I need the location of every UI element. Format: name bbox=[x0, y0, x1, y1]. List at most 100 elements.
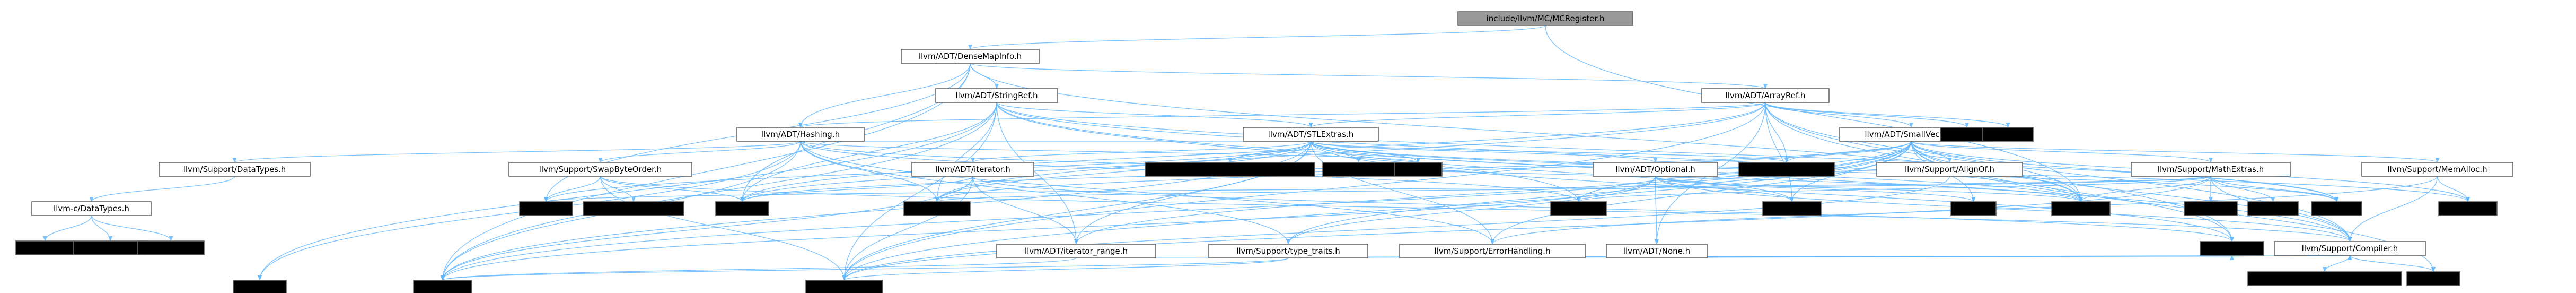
node-optional[interactable]: llvm/ADT/Optional.h bbox=[1593, 162, 1718, 177]
edge-hashing-to-errhandling bbox=[800, 141, 1494, 245]
node-box-optional bbox=[1593, 162, 1718, 177]
edge-optional-to-none bbox=[1654, 176, 1659, 245]
edge-stringref-to-utility bbox=[441, 102, 997, 281]
edge-iterrange-to-utility bbox=[441, 257, 1077, 281]
node-box-densemapinfo bbox=[901, 49, 1040, 64]
node-vector: vector bbox=[1982, 127, 2034, 142]
edge-stringref-to-iterrange bbox=[996, 102, 1078, 245]
node-label-typetraits: llvm/Support/type_traits.h bbox=[1236, 246, 1340, 256]
node-label-smallvector: llvm/ADT/SmallVector.h bbox=[1865, 130, 1957, 139]
node-mcreg[interactable]: include/llvm/MC/MCRegister.h bbox=[1457, 11, 1633, 26]
edge-stringref-to-cstring bbox=[996, 102, 1581, 202]
node-label-llvmconfig: llvm/Config/llvm-config.h bbox=[2275, 274, 2374, 283]
node-densemapinfo[interactable]: llvm/ADT/DenseMapInfo.h bbox=[901, 49, 1040, 64]
node-box-cstddef bbox=[715, 201, 769, 216]
edge-hashing-to-algorithm bbox=[800, 141, 939, 202]
node-supdatatypes[interactable]: llvm/Support/DataTypes.h bbox=[159, 162, 311, 177]
node-swapbyteorder[interactable]: llvm/Support/SwapByteOrder.h bbox=[508, 162, 692, 177]
node-box-cassert bbox=[2051, 201, 2111, 216]
edge-smallvector-to-compiler bbox=[1911, 141, 2352, 242]
edge-stlextras-to-initlist bbox=[1310, 141, 1789, 163]
edge-arrayref-to-smallvector bbox=[1765, 102, 1913, 128]
node-box-llvmconfig bbox=[2247, 271, 2402, 286]
node-label-cstdlib: cstdlib bbox=[2455, 204, 2481, 213]
node-label-optional: llvm/ADT/Optional.h bbox=[1615, 165, 1695, 174]
node-box-errhandling bbox=[1399, 244, 1586, 258]
edge-iterator-to-cstddef bbox=[740, 176, 973, 202]
node-label-memory: memory bbox=[1775, 204, 1809, 213]
node-label-mcreg: include/llvm/MC/MCRegister.h bbox=[1487, 14, 1605, 23]
edge-smallvector-to-iteratorstd bbox=[1911, 141, 2234, 242]
edge-arrayref-to-initlist bbox=[1765, 102, 1789, 163]
edge-smallvector-to-initlist bbox=[1784, 141, 1912, 163]
node-box-initlist bbox=[1738, 162, 1835, 177]
node-initlist: initializer_list bbox=[1738, 162, 1835, 177]
edge-smallvector-to-typetraits bbox=[1286, 141, 1912, 245]
node-new: new bbox=[1950, 201, 1997, 216]
edge-stringref-to-cassert bbox=[996, 102, 2083, 202]
node-box-cstdlib bbox=[2438, 201, 2498, 216]
node-hashing[interactable]: llvm/ADT/Hashing.h bbox=[736, 127, 865, 142]
edge-swapbyteorder-to-compiler bbox=[600, 176, 2352, 242]
edge-stlextras-to-optional bbox=[1310, 141, 1658, 163]
node-cdatatypes[interactable]: llvm-c/DataTypes.h bbox=[31, 201, 152, 216]
node-stddef: stddef.h bbox=[2406, 271, 2460, 286]
edge-arrayref-to-array bbox=[1765, 102, 1969, 128]
edge-arrayref-to-cstddef bbox=[740, 102, 1766, 202]
node-compiler[interactable]: llvm/Support/Compiler.h bbox=[2274, 241, 2426, 256]
edge-smallvector-to-errhandling bbox=[1490, 141, 1912, 245]
node-memalloc[interactable]: llvm/Support/MemAlloc.h bbox=[2361, 162, 2513, 177]
node-typetraits[interactable]: llvm/Support/type_traits.h bbox=[1208, 244, 1368, 258]
node-label-mathextras: llvm/Support/MathExtras.h bbox=[2158, 165, 2264, 174]
node-box-vector bbox=[1982, 127, 2034, 142]
edge-compiler-to-llvmconfig bbox=[2323, 255, 2351, 272]
node-label-cassert: cassert bbox=[2067, 204, 2095, 213]
node-none[interactable]: llvm/ADT/None.h bbox=[1606, 244, 1708, 258]
node-box-machine bbox=[583, 201, 684, 216]
edge-memalloc-to-cstdlib bbox=[2437, 176, 2470, 202]
node-box-stddef bbox=[2406, 271, 2460, 286]
edge-swapbyteorder-to-machine bbox=[600, 176, 636, 202]
node-box-algorithm bbox=[903, 201, 971, 216]
node-errhandling[interactable]: llvm/Support/ErrorHandling.h bbox=[1399, 244, 1586, 258]
node-cstdint: cstdint bbox=[519, 201, 573, 216]
node-box-cstdint bbox=[519, 201, 573, 216]
node-box-cstring bbox=[1550, 201, 1607, 216]
node-box-iterator bbox=[911, 162, 1034, 177]
node-label-limits: limits bbox=[2326, 204, 2348, 213]
node-typetraitsstd: type_traits bbox=[805, 280, 883, 293]
node-stlextras[interactable]: llvm/ADT/STLExtras.h bbox=[1243, 127, 1379, 142]
node-label-machine: machine/endian.h bbox=[598, 204, 670, 213]
node-box-stlextras bbox=[1243, 127, 1379, 142]
node-label-initlist: initializer_list bbox=[1761, 165, 1813, 175]
edge-optional-to-memory bbox=[1655, 176, 1794, 202]
edge-mathextras-to-typetraitsstd bbox=[842, 176, 2211, 281]
edge-hashing-to-supdatatypes bbox=[232, 141, 801, 163]
node-arrayref[interactable]: llvm/ADT/ArrayRef.h bbox=[1701, 88, 1830, 103]
node-mathextras[interactable]: llvm/Support/MathExtras.h bbox=[2131, 162, 2291, 177]
node-box-memalloc bbox=[2361, 162, 2513, 177]
edge-arrayref-to-vector bbox=[1765, 102, 2010, 128]
edge-stringref-to-typetraitsstd bbox=[842, 102, 997, 281]
node-stringref[interactable]: llvm/ADT/StringRef.h bbox=[935, 88, 1058, 103]
node-box-new bbox=[1950, 201, 1997, 216]
edge-arrayref-to-stlextras bbox=[1308, 102, 1766, 128]
node-label-compiler: llvm/Support/Compiler.h bbox=[2302, 244, 2398, 253]
node-box-utility bbox=[413, 280, 472, 293]
node-box-typetraits bbox=[1208, 244, 1368, 258]
node-box-compiler bbox=[2274, 241, 2426, 256]
node-label-utility: utility bbox=[432, 282, 454, 292]
node-climits: climits bbox=[2184, 201, 2238, 216]
edge-densemapinfo-to-arrayref bbox=[970, 63, 1768, 89]
node-box-string bbox=[233, 280, 287, 293]
node-iterator[interactable]: llvm/ADT/iterator.h bbox=[911, 162, 1034, 177]
node-label-memalloc: llvm/Support/MemAlloc.h bbox=[2387, 165, 2487, 174]
node-alignof[interactable]: llvm/Support/AlignOf.h bbox=[1876, 162, 2023, 177]
node-utility: utility bbox=[413, 280, 472, 293]
node-label-stlextras: llvm/ADT/STLExtras.h bbox=[1268, 130, 1354, 139]
node-box-cdatatypes bbox=[31, 201, 152, 216]
edge-stlextras-to-iterator bbox=[971, 141, 1312, 163]
node-iterrange[interactable]: llvm/ADT/iterator_range.h bbox=[996, 244, 1156, 258]
edge-typetraits-to-utility bbox=[441, 257, 1289, 281]
